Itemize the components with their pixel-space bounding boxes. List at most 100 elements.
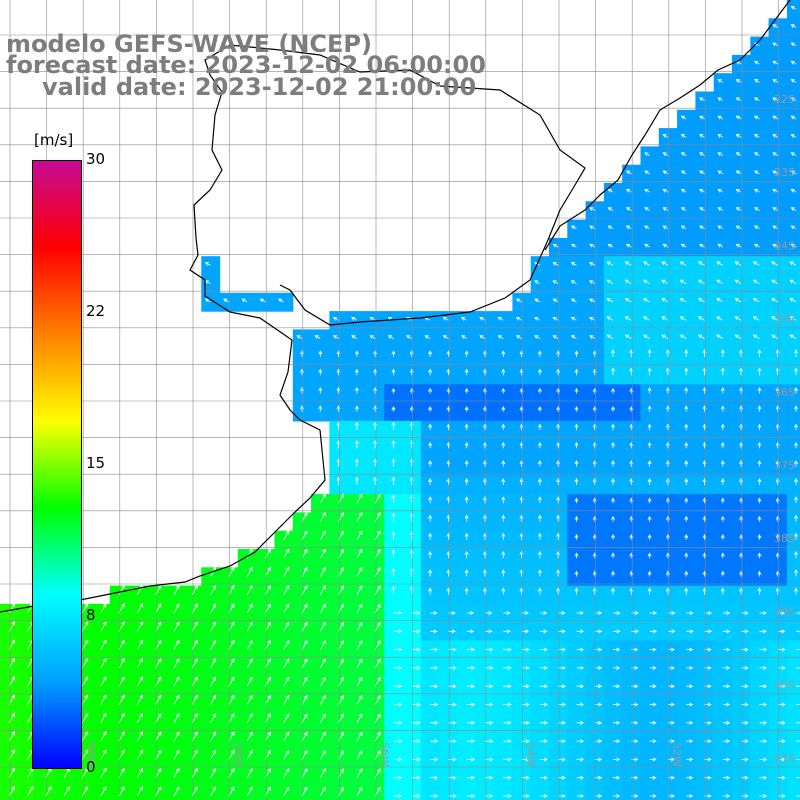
wind-arrow xyxy=(789,261,797,266)
wind-arrow xyxy=(319,548,326,559)
wind-cell xyxy=(475,366,495,385)
wind-arrow xyxy=(539,629,548,634)
wind-cell xyxy=(420,311,440,330)
wind-arrow xyxy=(283,694,290,705)
wind-cell xyxy=(713,183,733,202)
wind-arrow xyxy=(647,478,652,485)
wind-cell xyxy=(457,402,477,422)
wind-cell xyxy=(732,274,751,294)
wind-cell xyxy=(475,512,495,532)
wind-cell xyxy=(713,549,733,568)
wind-cell xyxy=(237,713,257,733)
wind-cell xyxy=(366,658,385,678)
wind-cell xyxy=(786,311,800,330)
wind-cell xyxy=(622,311,642,330)
wind-arrow xyxy=(574,350,579,357)
wind-arrow xyxy=(428,423,433,431)
wind-cell xyxy=(750,128,770,147)
wind-arrow xyxy=(684,367,689,376)
wind-cell xyxy=(109,658,129,678)
wind-cell xyxy=(292,622,312,642)
wind-arrow xyxy=(356,768,363,778)
wind-cell xyxy=(549,274,568,294)
wind-arrow xyxy=(503,739,512,744)
wind-arrow xyxy=(680,207,687,211)
wind-cell xyxy=(786,677,800,696)
wind-arrow xyxy=(411,757,421,762)
wind-arrow xyxy=(794,349,799,357)
wind-cell xyxy=(274,567,294,587)
wind-arrow xyxy=(464,423,469,431)
wind-arrow xyxy=(686,684,694,689)
wind-cell xyxy=(713,274,733,294)
wind-arrow xyxy=(613,794,621,799)
wind-cell xyxy=(164,677,184,696)
wind-arrow xyxy=(100,712,107,723)
wind-cell xyxy=(311,786,330,800)
wind-cell xyxy=(494,512,513,532)
wind-arrow xyxy=(720,441,725,449)
wind-cell xyxy=(640,347,660,367)
wind-arrow xyxy=(428,587,433,595)
wind-cell xyxy=(347,384,367,404)
wind-cell xyxy=(402,384,422,404)
wind-arrow xyxy=(794,478,799,485)
wind-cell xyxy=(402,366,422,385)
wind-cell xyxy=(347,530,367,550)
wind-arrow xyxy=(210,731,217,742)
wind-cell xyxy=(750,311,770,330)
wind-arrow xyxy=(717,79,724,83)
wind-cell xyxy=(256,786,276,800)
wind-arrow xyxy=(246,731,253,742)
wind-arrow xyxy=(283,566,290,577)
wind-arrow xyxy=(485,794,494,799)
wind-arrow xyxy=(411,794,421,799)
wind-arrow xyxy=(485,739,494,744)
wind-cell xyxy=(750,146,770,166)
wind-arrow xyxy=(686,757,694,762)
wind-arrow xyxy=(662,225,669,230)
wind-cell xyxy=(768,384,788,404)
wind-arrow xyxy=(210,621,217,632)
wind-arrow xyxy=(393,739,403,744)
wind-arrow xyxy=(391,350,396,357)
wind-arrow xyxy=(649,647,657,652)
wind-arrow xyxy=(464,441,469,449)
wind-cell xyxy=(475,311,495,330)
wind-arrow xyxy=(537,387,542,394)
wind-cell xyxy=(128,603,147,623)
wind-arrow xyxy=(647,534,652,540)
wind-cell xyxy=(347,475,367,495)
wind-arrow xyxy=(734,316,742,321)
wind-arrow xyxy=(642,316,650,321)
wind-cell xyxy=(677,786,696,800)
wind-cell xyxy=(732,329,751,349)
wind-arrow xyxy=(521,794,530,799)
wind-cell xyxy=(329,713,349,733)
wind-arrow xyxy=(576,702,585,707)
latitude-label: 35S xyxy=(774,313,795,326)
wind-cell xyxy=(549,457,568,477)
wind-cell xyxy=(292,366,312,385)
wind-arrow xyxy=(485,647,494,652)
wind-arrow xyxy=(679,279,687,285)
wind-cell xyxy=(292,768,312,788)
wind-arrow xyxy=(777,720,786,725)
wind-arrow xyxy=(717,134,724,138)
wind-cell xyxy=(603,274,623,294)
wind-cell xyxy=(201,274,221,294)
wind-arrow xyxy=(466,739,476,744)
wind-arrow xyxy=(684,349,689,357)
wind-arrow xyxy=(625,188,632,193)
wind-arrow xyxy=(752,261,760,266)
wind-arrow xyxy=(223,298,230,303)
wind-arrow xyxy=(644,225,650,230)
wind-cell xyxy=(622,237,642,257)
wind-cell xyxy=(292,603,312,623)
wind-arrow xyxy=(611,515,616,522)
wind-arrow xyxy=(521,665,530,670)
wind-arrow xyxy=(794,423,799,431)
wind-cell xyxy=(219,768,239,788)
wind-cell xyxy=(640,475,660,495)
wind-cell xyxy=(512,786,532,800)
